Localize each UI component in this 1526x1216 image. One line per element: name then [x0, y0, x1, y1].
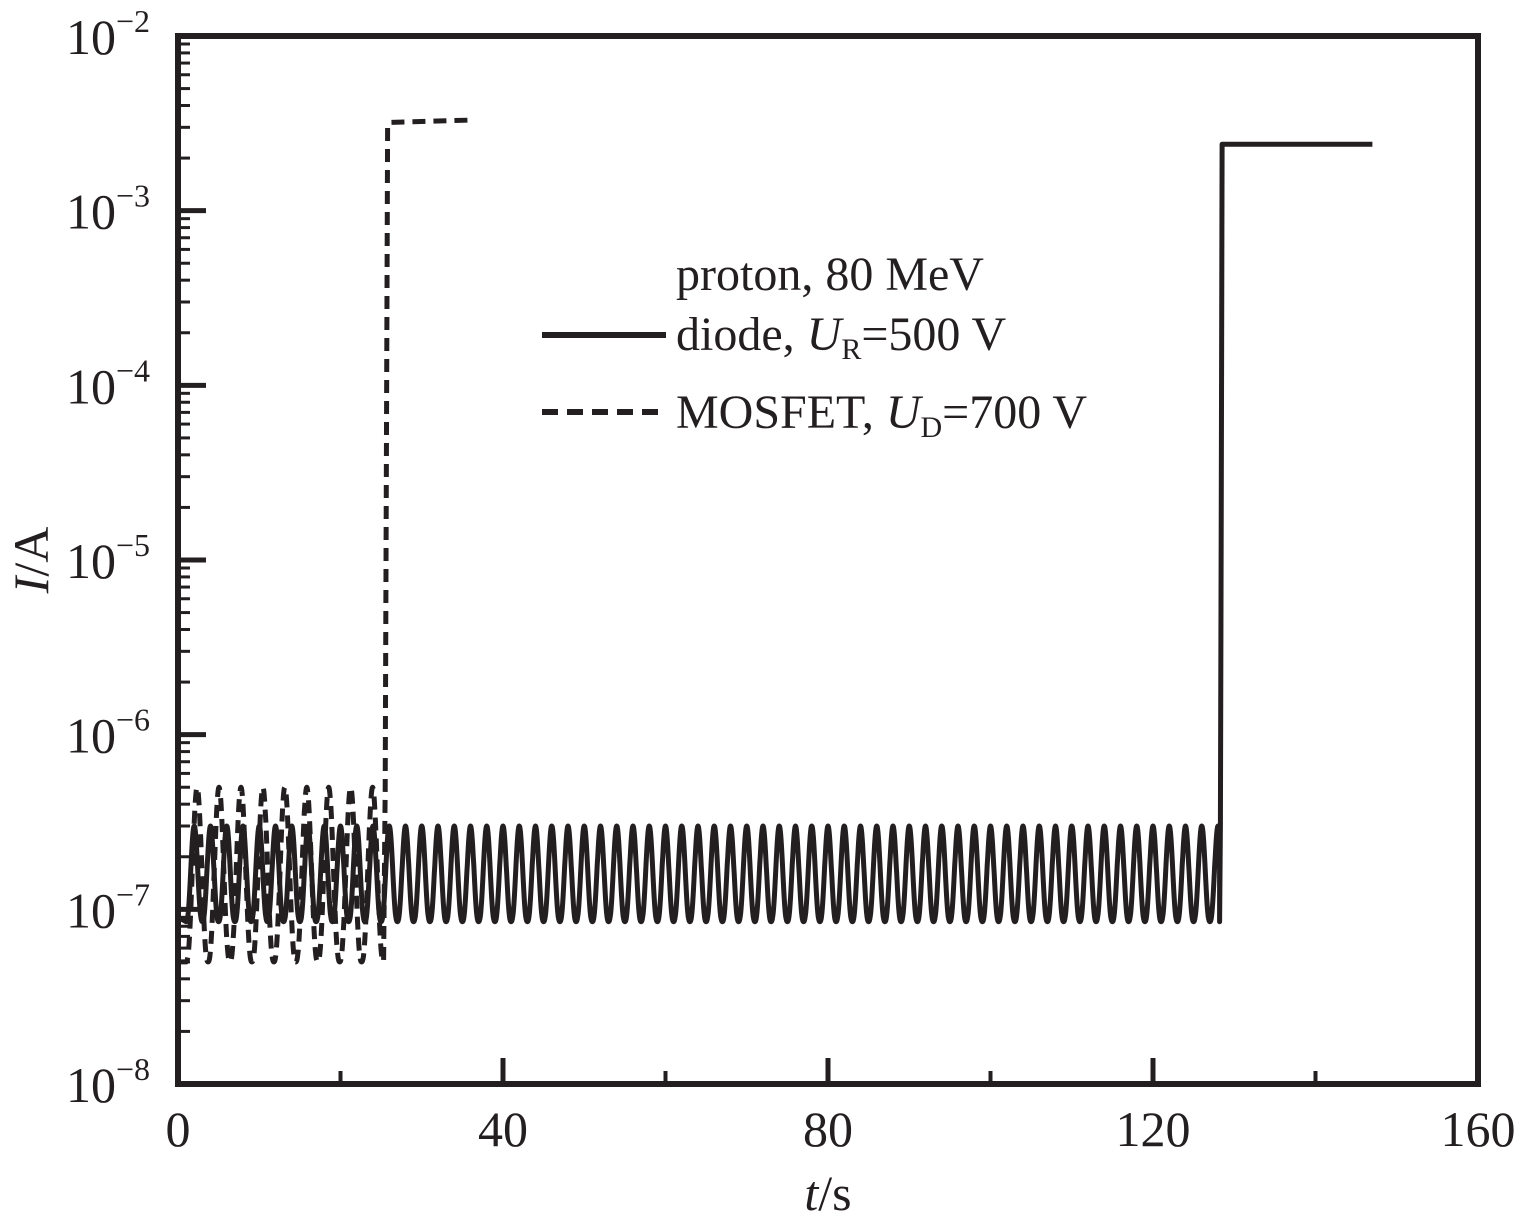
plot-frame — [175, 33, 1481, 1087]
series-line-mosfet — [178, 117, 471, 965]
legend: proton, 80 MeV diode, UR=500 V MOSFET, U… — [542, 248, 1087, 444]
y-tick-label: 10−5 — [66, 527, 150, 589]
series-line-diode — [176, 141, 1373, 925]
legend-label-diode: diode, UR=500 V — [676, 308, 1007, 366]
y-tick-label: 10−7 — [66, 876, 150, 938]
legend-title: proton, 80 MeV — [676, 248, 984, 301]
y-axis-title: I/A — [3, 527, 59, 595]
x-tick-label: 40 — [478, 1101, 528, 1157]
x-tick-label: 160 — [1441, 1101, 1516, 1157]
series-layer — [176, 117, 1373, 965]
y-tick-label: 10−2 — [66, 3, 150, 65]
x-tick-label: 0 — [166, 1101, 191, 1157]
y-tick-label: 10−4 — [66, 352, 150, 414]
legend-label-mosfet: MOSFET, UD=700 V — [676, 386, 1087, 444]
y-tick-label: 10−3 — [66, 178, 150, 240]
x-tick-label: 120 — [1116, 1101, 1191, 1157]
axis-ticks — [175, 33, 1481, 1087]
y-tick-label: 10−6 — [66, 702, 150, 764]
x-axis-title: t/s — [804, 1165, 851, 1216]
y-tick-label: 10−8 — [66, 1051, 150, 1113]
x-tick-label: 80 — [803, 1101, 853, 1157]
tick-labels: 0 40 80 120 160 10−8 10−7 10−6 10−5 10−4 10−3 10−2 — [66, 3, 1516, 1157]
